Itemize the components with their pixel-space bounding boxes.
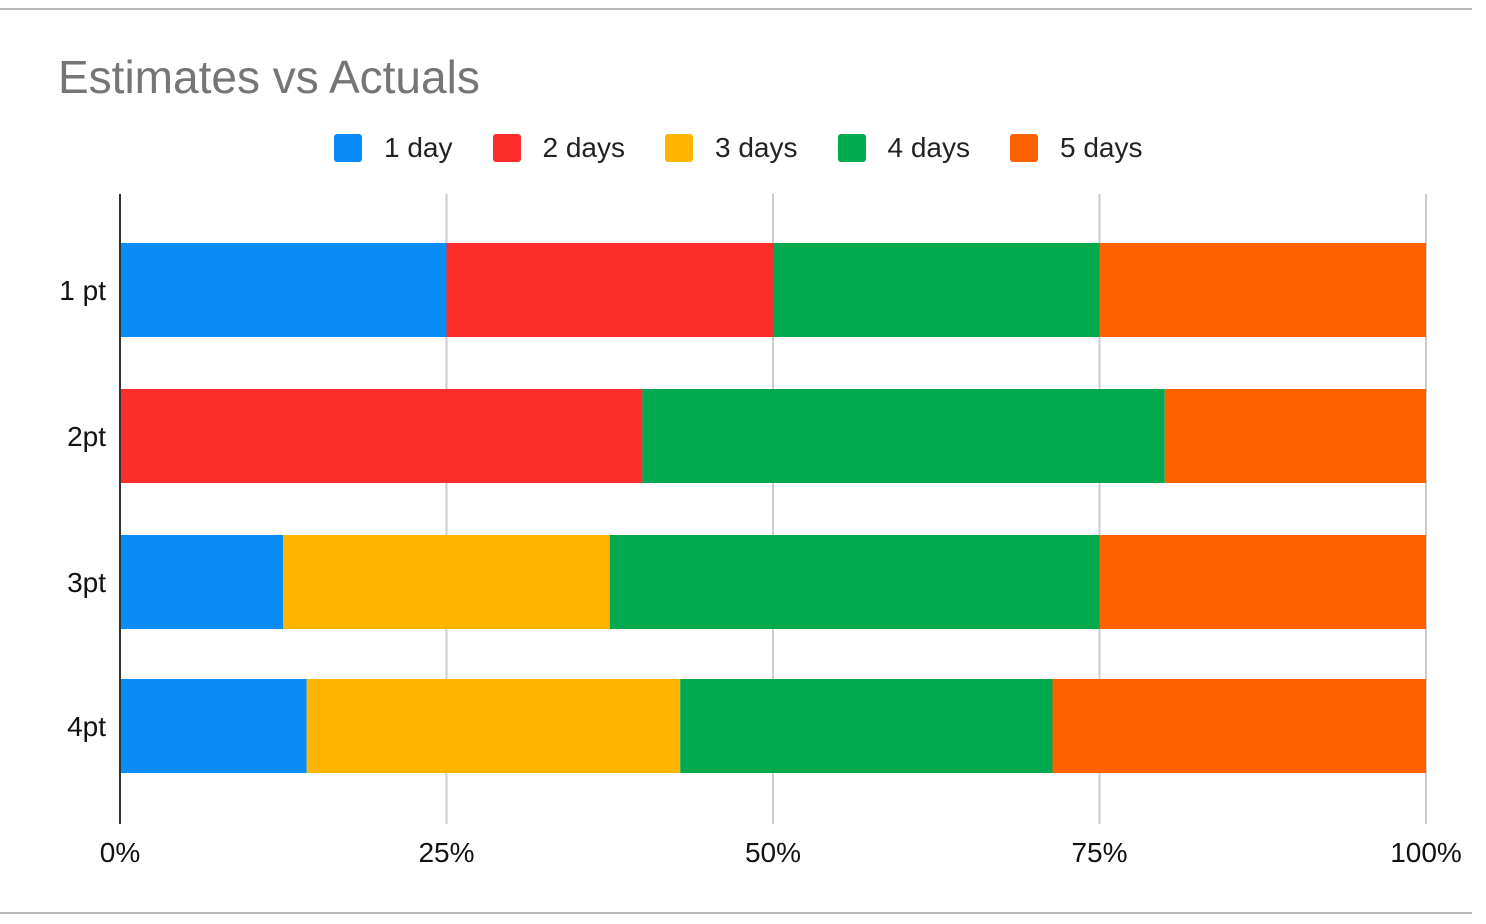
chart-title: Estimates vs Actuals xyxy=(58,51,480,103)
legend-swatch xyxy=(837,134,866,162)
x-tick-label: 0% xyxy=(100,837,140,868)
bottom-divider xyxy=(0,912,1472,914)
bar-segment xyxy=(120,389,643,483)
y-tick-label: 3pt xyxy=(67,567,106,598)
chart-legend: 1 day 2 days 3 days 4 days 5 days xyxy=(334,128,1183,168)
legend-item[interactable]: 5 days xyxy=(1010,132,1143,164)
legend-label: 2 days xyxy=(542,132,626,163)
legend-item[interactable]: 2 days xyxy=(492,132,626,164)
x-tick-label: 100% xyxy=(1390,837,1462,868)
legend-label: 1 day xyxy=(384,132,453,163)
y-tick-label: 2pt xyxy=(67,421,106,452)
legend-label: 3 days xyxy=(715,132,798,163)
top-divider xyxy=(0,8,1472,10)
legend-swatch xyxy=(334,134,362,162)
bar-segment xyxy=(120,535,284,629)
bar-segment xyxy=(1052,679,1426,773)
legend-label: 4 days xyxy=(887,132,971,163)
legend-label: 5 days xyxy=(1060,132,1143,163)
x-tick-label: 75% xyxy=(1071,837,1127,868)
bar-segment xyxy=(1099,243,1426,337)
bar-segment xyxy=(680,679,1053,773)
legend-swatch xyxy=(492,134,521,162)
x-tick-label: 50% xyxy=(745,837,801,868)
bar-segment xyxy=(283,535,610,629)
y-tick-label: 1 pt xyxy=(59,275,106,306)
bar-segment xyxy=(306,679,681,773)
bar-segment xyxy=(1164,389,1426,483)
bar-segment xyxy=(773,243,1100,337)
legend-swatch xyxy=(665,134,693,162)
legend-swatch xyxy=(1010,134,1038,162)
bar-segment xyxy=(609,535,1100,629)
x-tick-label: 25% xyxy=(418,837,474,868)
bar-segment xyxy=(642,389,1165,483)
legend-item[interactable]: 3 days xyxy=(665,132,798,164)
bar-segment xyxy=(120,243,447,337)
y-tick-label: 4pt xyxy=(67,711,106,742)
bar-segment xyxy=(120,679,307,773)
bar-segment xyxy=(446,243,773,337)
legend-item[interactable]: 1 day xyxy=(334,132,453,164)
bar-segment xyxy=(1099,535,1426,629)
legend-item[interactable]: 4 days xyxy=(837,132,971,164)
